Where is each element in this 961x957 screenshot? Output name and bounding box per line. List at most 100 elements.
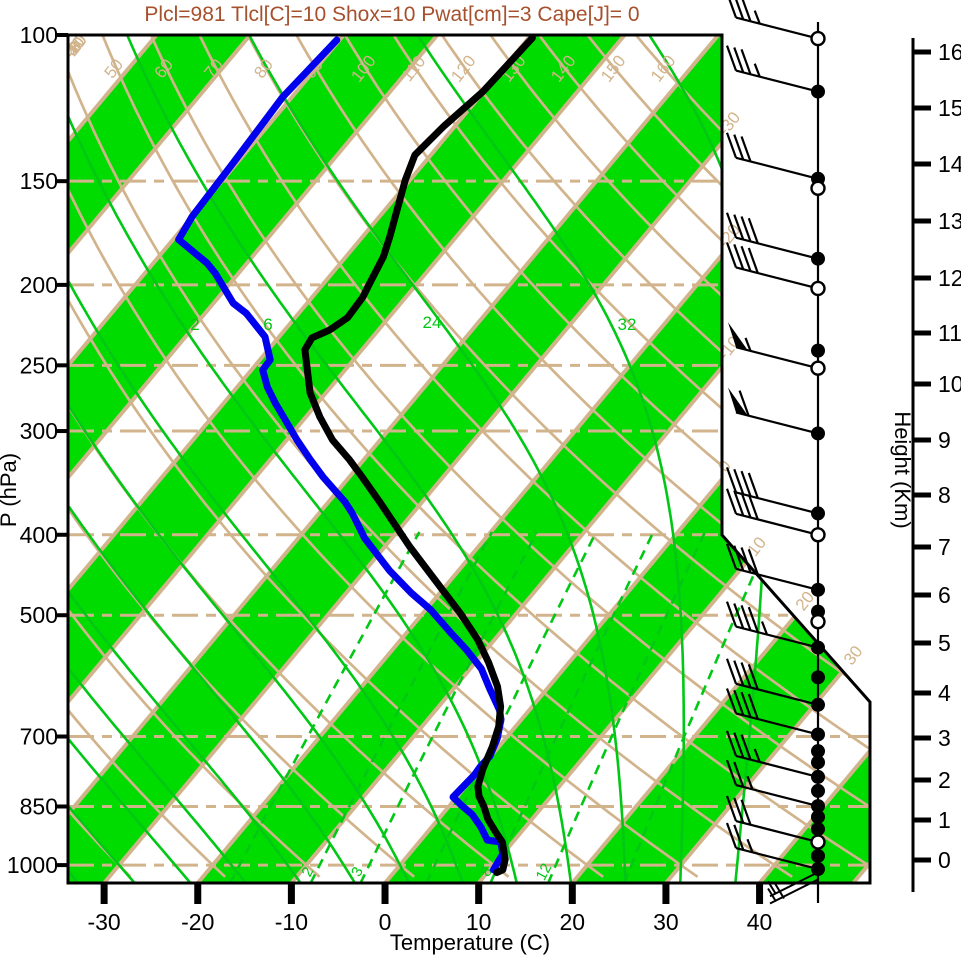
wind-barb-full: [733, 603, 745, 629]
wind-barb-pennant: [728, 387, 747, 415]
mixing-ratio-lines: [228, 531, 774, 883]
wind-barb-staff: [735, 156, 819, 180]
station-dot-open: [810, 280, 826, 297]
station-dot-filled: [811, 848, 825, 863]
wind-barb-full: [725, 759, 738, 786]
moist-adiabat: [68, 35, 519, 883]
green-band: [572, 35, 870, 883]
plot-frame: [66, 33, 872, 885]
station-dot-filled: [811, 582, 825, 597]
pressure-tick-label: 300: [20, 418, 58, 444]
pressure-tick-label: 150: [20, 168, 58, 194]
station-dot-open: [810, 613, 826, 630]
wind-barb-staff: [735, 236, 819, 260]
chart-title: Plcl=981 Tlcl[C]=10 Shox=10 Pwat[cm]=3 C…: [144, 3, 639, 26]
dry-adiabat: [68, 35, 321, 878]
isotherm-line: [664, 35, 870, 883]
temperature-axis-label: Temperature (C): [390, 930, 550, 955]
moist-adiabat: [68, 35, 195, 883]
dry-adiabat: [295, 35, 870, 878]
wind-barb-full: [725, 543, 738, 570]
height-tick-label: 4: [938, 680, 951, 706]
dry-adiabat: [68, 35, 415, 878]
station-dot-filled: [811, 506, 825, 521]
chart-generated-content: 50 60 70 80 90 100 110 120 130 140 150 160403020100…: [7, 0, 961, 935]
temperature-tick-label: 0: [379, 909, 392, 935]
wind-barb-staff: [735, 411, 819, 435]
moist-adiabat: [68, 35, 412, 883]
pressure-tick-label: 250: [20, 352, 58, 378]
height-tick-label: 0: [938, 847, 951, 873]
wind-barb-half: [753, 748, 761, 763]
station-dot-filled: [811, 862, 825, 877]
wind-barb-full: [725, 658, 738, 685]
moist-adiabat-label: 24: [423, 313, 442, 332]
mixing-ratio-line: [425, 531, 598, 883]
isotherm-line: [68, 35, 439, 883]
temperature-curve: [301, 35, 536, 877]
wind-barb-full: [725, 242, 738, 268]
pressure-tick-label: 700: [20, 724, 58, 750]
wind-barb-full: [733, 689, 745, 716]
station-dot-filled: [811, 727, 825, 742]
wind-barb-full: [733, 660, 745, 687]
mixing-ratio-line: [622, 531, 774, 883]
station-dot-filled: [811, 769, 825, 784]
dry-adiabat: [68, 35, 604, 878]
mixing-ratio-label: 12: [533, 861, 556, 884]
pressure-tick-label: 500: [20, 602, 58, 628]
wind-barb-full: [740, 245, 752, 272]
wind-barb-half: [760, 621, 769, 635]
isotherm-line: [102, 35, 814, 883]
wind-barb-full: [725, 795, 738, 822]
height-tick-label: 9: [938, 427, 951, 453]
station-dot-open: [810, 834, 826, 850]
wind-barb-staff: [735, 512, 819, 536]
wind-barb-full: [733, 761, 745, 788]
station-dot-filled: [811, 799, 825, 814]
wind-barb-full: [733, 134, 745, 160]
surface-wind-barb: [774, 882, 785, 899]
height-tick-label: 11: [938, 320, 961, 346]
station-dot-filled: [811, 84, 825, 99]
mixing-ratio-line: [546, 531, 707, 883]
wind-barb-full: [747, 217, 759, 244]
isotherm-line: [68, 35, 533, 883]
station-dot-filled: [811, 343, 825, 358]
wind-barb-full: [733, 797, 745, 824]
wind-barb-full: [740, 136, 752, 162]
moist-adiabat: [417, 35, 686, 883]
height-tick-label: 12: [938, 265, 961, 291]
wind-barb-full: [725, 601, 738, 627]
pressure-tick-label: 400: [20, 522, 58, 548]
temperature-tick-label: -10: [275, 909, 308, 935]
wind-barb-full: [733, 214, 745, 240]
green-band: [68, 35, 438, 883]
wind-barb-staff: [735, 846, 819, 871]
wind-barb-full: [725, 730, 738, 757]
pressure-tick-label: 100: [20, 22, 58, 48]
isotherm-edge-label: 30: [840, 642, 867, 669]
mixing-ratio-line: [489, 531, 655, 883]
height-tick-label: 2: [938, 767, 951, 793]
wind-barb-full: [733, 490, 745, 517]
wind-barb-full: [740, 48, 752, 75]
temperature-tick-label: 10: [466, 909, 492, 935]
wind-barb-half: [753, 10, 761, 25]
wind-barb-staff: [735, 784, 819, 808]
wind-barb-full: [740, 470, 752, 497]
wind-barb-full: [747, 472, 759, 499]
surface-wind-barb: [767, 887, 777, 902]
wind-barb-full: [725, 132, 738, 159]
wind-barb-half: [753, 63, 761, 78]
height-tick-label: 16: [938, 39, 961, 65]
height-tick-label: 13: [938, 208, 961, 234]
station-dot-filled: [811, 670, 825, 685]
isotherm-edge-label: 0: [714, 457, 735, 476]
moist-adiabat: [68, 35, 466, 883]
wind-barb-half: [746, 838, 754, 853]
wind-barb-full: [747, 663, 759, 690]
